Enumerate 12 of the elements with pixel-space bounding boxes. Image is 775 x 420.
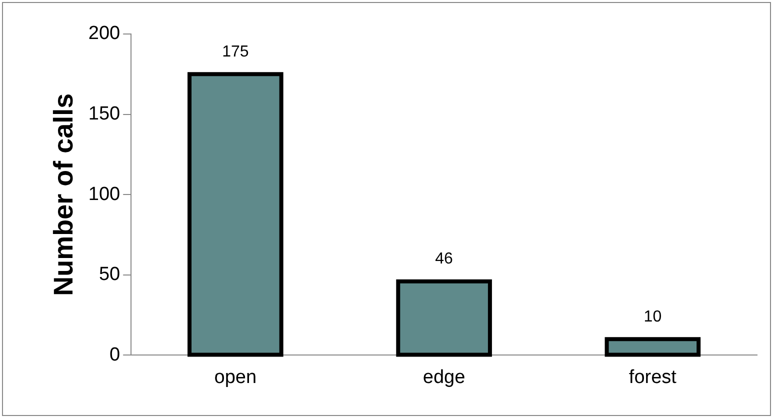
x-tick-label: forest [628, 366, 678, 388]
y-tick-label: 150 [88, 104, 120, 125]
y-tick-label: 100 [88, 184, 120, 205]
y-tick-label: 50 [98, 264, 120, 286]
data-label: 46 [435, 250, 454, 268]
x-tick-label: edge [422, 366, 466, 388]
data-label: 10 [644, 308, 662, 326]
y-tick-label: 200 [88, 23, 120, 44]
y-tick-label: 0 [110, 344, 120, 366]
y-axis-title: Number of calls [48, 93, 79, 296]
data-label: 175 [222, 44, 249, 61]
x-tick-label: open [214, 366, 257, 388]
